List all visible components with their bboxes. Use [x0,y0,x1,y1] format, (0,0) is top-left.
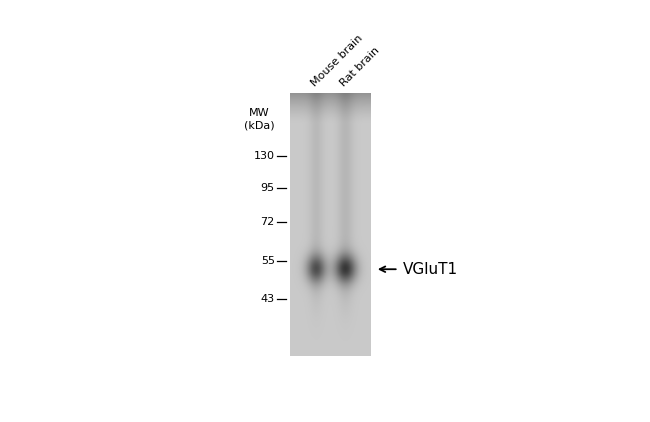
Text: 95: 95 [261,183,275,192]
Text: VGluT1: VGluT1 [402,262,458,277]
Text: Rat brain: Rat brain [338,45,381,88]
Text: 72: 72 [261,217,275,227]
Text: 55: 55 [261,256,275,266]
Text: 43: 43 [261,295,275,305]
Text: 130: 130 [254,151,275,161]
Text: Mouse brain: Mouse brain [309,32,365,88]
Text: MW
(kDa): MW (kDa) [244,108,275,130]
